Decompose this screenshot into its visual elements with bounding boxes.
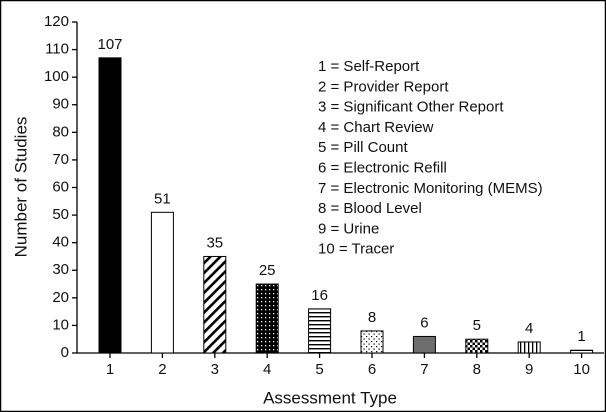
y-tick-label: 20 xyxy=(52,289,69,306)
value-label: 1 xyxy=(577,328,585,345)
x-tick-label: 7 xyxy=(420,361,428,378)
bar xyxy=(255,283,279,354)
value-label: 107 xyxy=(97,36,122,53)
value-label: 25 xyxy=(259,262,276,279)
value-label: 6 xyxy=(420,314,428,331)
x-tick-label: 2 xyxy=(158,361,166,378)
bar xyxy=(308,308,332,354)
y-axis-label: Number of Studies xyxy=(11,117,30,258)
x-tick-label: 6 xyxy=(368,361,376,378)
legend-note: 7 = Electronic Monitoring (MEMS) xyxy=(318,180,543,197)
x-tick-label: 10 xyxy=(573,361,590,378)
y-tick-label: 50 xyxy=(52,206,69,223)
value-label: 8 xyxy=(368,309,376,326)
legend-note: 10 = Tracer xyxy=(318,241,394,258)
x-tick-label: 3 xyxy=(211,361,219,378)
value-label: 4 xyxy=(525,320,533,337)
y-tick-label: 0 xyxy=(61,344,69,361)
x-tick-label: 5 xyxy=(315,361,323,378)
bar xyxy=(203,255,227,354)
x-axis-label: Assessment Type xyxy=(263,388,397,407)
x-tick-label: 8 xyxy=(473,361,481,378)
x-tick-label: 9 xyxy=(525,361,533,378)
y-tick-label: 100 xyxy=(44,68,69,85)
bar xyxy=(412,335,436,354)
y-tick-label: 40 xyxy=(52,234,69,251)
value-label: 16 xyxy=(311,287,328,304)
value-label: 51 xyxy=(154,190,171,207)
bar xyxy=(98,57,122,354)
y-tick-label: 110 xyxy=(45,41,69,58)
bar xyxy=(360,330,384,354)
y-tick-label: 80 xyxy=(52,123,69,140)
legend-note: 2 = Provider Report xyxy=(318,78,449,95)
y-tick-label: 10 xyxy=(52,316,69,333)
legend-note: 4 = Chart Review xyxy=(318,119,434,136)
legend-note: 3 = Significant Other Report xyxy=(318,99,504,116)
y-tick-label: 120 xyxy=(44,13,69,30)
bar xyxy=(517,341,541,354)
legend-note: 6 = Electronic Refill xyxy=(318,159,447,176)
value-label: 5 xyxy=(473,317,481,334)
value-label: 35 xyxy=(206,234,223,251)
bar xyxy=(465,338,489,354)
legend-note: 1 = Self-Report xyxy=(318,58,420,75)
y-tick-label: 90 xyxy=(52,96,69,113)
bar xyxy=(150,211,174,354)
x-tick-label: 4 xyxy=(263,361,271,378)
legend-note: 8 = Blood Level xyxy=(318,200,422,217)
x-tick-label: 1 xyxy=(106,361,114,378)
legend-note: 5 = Pill Count xyxy=(318,139,408,156)
y-tick-label: 70 xyxy=(52,151,69,168)
y-tick-label: 30 xyxy=(52,261,69,278)
y-tick-label: 60 xyxy=(52,178,69,195)
legend-note: 9 = Urine xyxy=(318,220,379,237)
bar xyxy=(570,349,594,354)
